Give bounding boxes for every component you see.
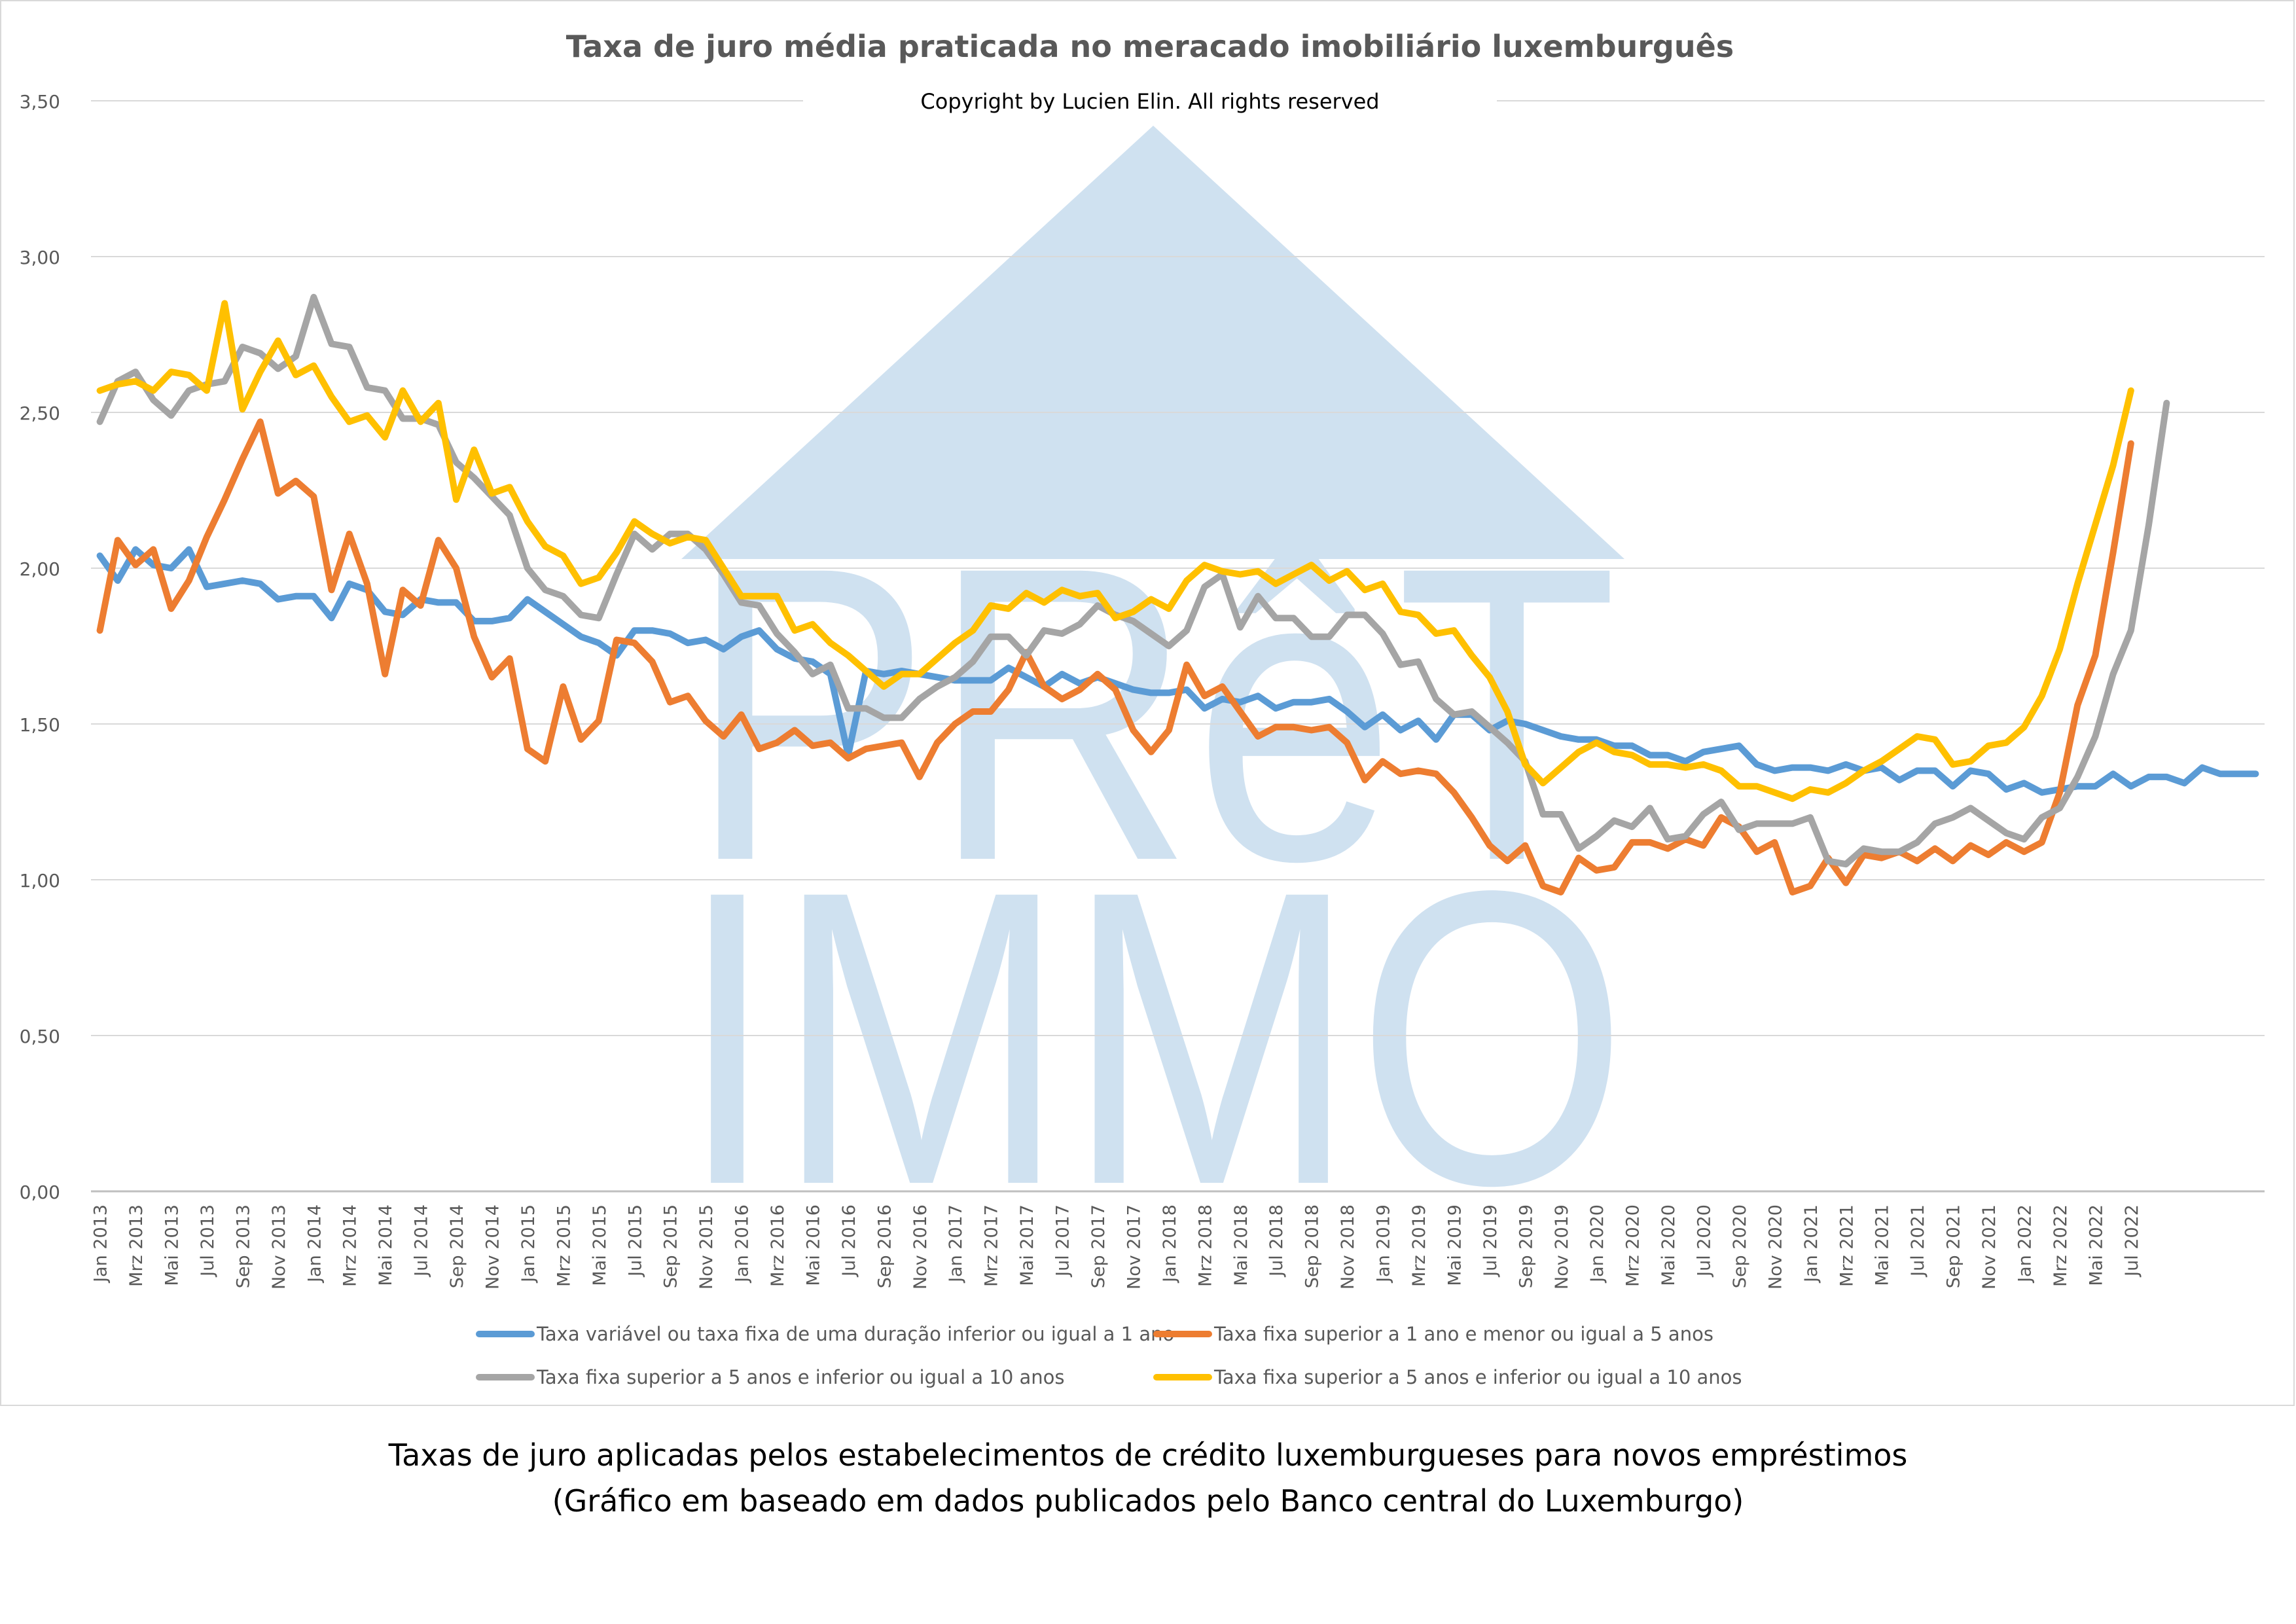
y-axis: 0,00 0,50 1,00 1,50 2,00 2,50 3,00 3,50 (20, 91, 60, 1203)
x-tick-label: Mai 2016 (803, 1204, 823, 1286)
chart-frame: PRêT IMMO 0,00 0,50 1,00 1,50 2,00 2,50 3,00 3,… (0, 0, 2295, 1406)
x-tick-label: Jul 2014 (412, 1204, 432, 1278)
x-tick-label: Jan 2013 (91, 1204, 111, 1284)
watermark-text-immo: IMMO (679, 804, 1628, 1272)
x-tick-label: Mrz 2013 (126, 1204, 147, 1287)
x-tick-label: Jan 2022 (2015, 1204, 2036, 1284)
x-tick-label: Sep 2020 (1730, 1204, 1750, 1288)
x-axis: Jan 2013 Mrz 2013 Mai 2013 Jul 2013 Sep 2013… (91, 1204, 2142, 1290)
y-tick-label: 3,50 (20, 91, 60, 113)
x-tick-label: Sep 2019 (1516, 1204, 1536, 1288)
y-tick-label: 1,50 (20, 714, 60, 736)
series-lines (96, 293, 2259, 895)
x-tick-label: Jul 2022 (2122, 1204, 2142, 1278)
x-tick-label: Jul 2020 (1695, 1204, 1715, 1278)
x-tick-label: Mai 2019 (1444, 1204, 1465, 1286)
x-tick-label: Jul 2019 (1480, 1204, 1501, 1278)
legend-label: Taxa fixa superior a 1 ano e menor ou ig… (1213, 1323, 1713, 1345)
grid-lines (91, 100, 2265, 1193)
x-tick-label: Jul 2021 (1908, 1204, 1928, 1278)
x-tick-label: Jan 2015 (518, 1204, 539, 1284)
x-tick-label: Jan 2020 (1587, 1204, 1607, 1284)
y-tick-label: 2,50 (20, 403, 60, 424)
x-tick-label: Nov 2015 (696, 1204, 717, 1290)
x-tick-label: Nov 2019 (1552, 1204, 1572, 1290)
x-tick-label: Mrz 2021 (1837, 1204, 1857, 1287)
x-tick-label: Mai 2021 (1873, 1204, 1893, 1286)
x-tick-label: Jul 2015 (625, 1204, 645, 1278)
x-tick-label: Nov 2013 (269, 1204, 289, 1290)
x-tick-label: Sep 2013 (233, 1204, 253, 1288)
x-tick-label: Jul 2016 (839, 1204, 859, 1278)
x-tick-label: Jan 2019 (1374, 1204, 1394, 1284)
y-tick-label: 3,00 (20, 247, 60, 268)
x-tick-label: Jan 2018 (1160, 1204, 1180, 1284)
x-tick-label: Jul 2017 (1053, 1204, 1073, 1278)
x-tick-label: Nov 2020 (1765, 1204, 1785, 1290)
x-tick-label: Nov 2017 (1124, 1204, 1144, 1290)
x-tick-label: Nov 2021 (1979, 1204, 2000, 1290)
x-tick-label: Mrz 2019 (1409, 1204, 1429, 1287)
x-tick-label: Sep 2014 (447, 1204, 467, 1288)
chart-legend: Taxa variável ou taxa fixa de uma duraçã… (476, 1323, 1742, 1388)
x-tick-label: Mrz 2018 (1195, 1204, 1215, 1287)
x-tick-label: Sep 2016 (874, 1204, 895, 1288)
legend-label: Taxa fixa superior a 5 anos e inferior o… (1213, 1366, 1742, 1388)
x-tick-label: Jan 2014 (304, 1204, 325, 1284)
x-tick-label: Mrz 2014 (340, 1204, 361, 1287)
caption-line-1: Taxas de juro aplicadas pelos estabeleci… (388, 1437, 1908, 1473)
legend-label: Taxa variável ou taxa fixa de uma duraçã… (536, 1323, 1174, 1345)
x-tick-label: Mai 2014 (376, 1204, 396, 1286)
x-tick-label: Sep 2018 (1302, 1204, 1323, 1288)
x-tick-label: Mrz 2020 (1623, 1204, 1643, 1287)
x-tick-label: Jan 2016 (732, 1204, 753, 1284)
y-tick-label: 2,00 (20, 558, 60, 580)
series-line-4 (96, 300, 2134, 803)
chart-title: Taxa de juro média praticada no meracado… (566, 29, 1734, 64)
y-tick-label: 0,50 (20, 1026, 60, 1047)
x-tick-label: Mrz 2017 (982, 1204, 1002, 1287)
x-tick-label: Jul 2018 (1266, 1204, 1287, 1278)
y-tick-label: 1,00 (20, 870, 60, 892)
watermark-roof (681, 126, 1624, 559)
x-tick-label: Jan 2017 (946, 1204, 966, 1284)
x-tick-label: Jul 2013 (198, 1204, 218, 1278)
x-tick-label: Mai 2013 (162, 1204, 182, 1286)
series-line-2 (96, 418, 2134, 895)
x-tick-label: Nov 2014 (482, 1204, 503, 1290)
x-tick-label: Mrz 2022 (2051, 1204, 2071, 1287)
legend-label: Taxa fixa superior a 5 anos e inferior o… (536, 1366, 1065, 1388)
x-tick-label: Sep 2015 (661, 1204, 681, 1288)
caption-line-2: (Gráfico em baseado em dados publicados … (552, 1483, 1744, 1519)
x-tick-label: Mai 2017 (1017, 1204, 1037, 1286)
x-tick-label: Mai 2022 (2086, 1204, 2106, 1286)
line-chart: PRêT IMMO 0,00 0,50 1,00 1,50 2,00 2,50 3,00 3,… (20, 29, 2265, 1388)
chart-subtitle: Copyright by Lucien Elin. All rights res… (920, 89, 1379, 114)
x-tick-label: Mrz 2015 (554, 1204, 574, 1287)
x-tick-label: Jan 2021 (1801, 1204, 1821, 1284)
subtitle-backdrop (803, 85, 1497, 122)
y-tick-label: 0,00 (20, 1182, 60, 1203)
x-tick-label: Mai 2015 (590, 1204, 610, 1286)
x-tick-label: Mrz 2016 (768, 1204, 788, 1287)
watermark-logo: PRêT IMMO (679, 126, 1628, 1272)
x-tick-label: Sep 2021 (1944, 1204, 1964, 1288)
x-tick-label: Sep 2017 (1088, 1204, 1109, 1288)
x-tick-label: Mai 2020 (1659, 1204, 1679, 1286)
x-tick-label: Nov 2018 (1338, 1204, 1358, 1290)
x-tick-label: Mai 2018 (1231, 1204, 1251, 1286)
x-tick-label: Nov 2016 (910, 1204, 931, 1290)
